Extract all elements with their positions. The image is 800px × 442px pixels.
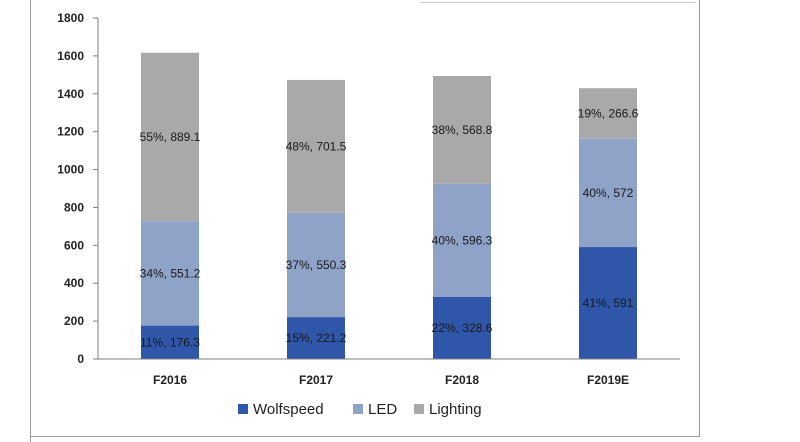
legend-swatch-lighting [414, 404, 424, 414]
data-label-led: 34%, 551.2 [140, 266, 201, 280]
data-label-lighting: 48%, 701.5 [286, 139, 347, 153]
bars-group: 11%, 176.3 34%, 551.2 55%, 889.1 15%, 221.2… [140, 52, 639, 359]
y-tick-label: 200 [64, 314, 84, 328]
data-label-lighting: 55%, 889.1 [140, 130, 201, 144]
y-tick-label: 1400 [57, 87, 84, 101]
data-label-wolfspeed: 22%, 328.6 [432, 321, 493, 335]
legend-label-wolfspeed: Wolfspeed [253, 401, 324, 418]
legend-swatch-wolfspeed [238, 404, 248, 414]
bar-segment-wolfspeed [433, 296, 491, 359]
y-tick-label: 600 [64, 238, 84, 252]
bar-segment-wolfspeed [287, 317, 345, 359]
bar-segment-led [141, 221, 199, 326]
x-category-label: F2016 [153, 373, 187, 387]
x-category-label: F2017 [299, 373, 333, 387]
data-label-led: 40%, 572 [583, 186, 634, 200]
x-axis: F2016 F2017 F2018 F2019E [98, 358, 680, 387]
y-tick-label: 1200 [57, 125, 84, 139]
y-axis: 0 200 400 600 800 1000 1200 1400 1600 1800 [57, 11, 99, 366]
x-category-label: F2019E [587, 373, 629, 387]
data-label-wolfspeed: 15%, 221.2 [286, 331, 347, 345]
legend-label-led: LED [368, 401, 397, 418]
frame-left-border [30, 0, 31, 442]
data-label-led: 37%, 550.3 [286, 258, 347, 272]
legend: Wolfspeed LED Lighting [238, 401, 482, 418]
legend-swatch-led [353, 404, 363, 414]
bar-segment-wolfspeed [141, 325, 199, 359]
legend-label-lighting: Lighting [429, 401, 482, 418]
bar-segment-lighting [579, 88, 637, 139]
y-tick-label: 0 [77, 352, 84, 366]
bar-segment-led [287, 212, 345, 318]
data-label-led: 40%, 596.3 [432, 233, 493, 247]
bar-segment-lighting [433, 76, 491, 184]
bar-segment-wolfspeed [579, 247, 637, 359]
y-tick-label: 1800 [57, 11, 84, 25]
x-category-label: F2018 [445, 373, 479, 387]
data-label-lighting: 19%, 266.6 [578, 106, 639, 120]
bar-segment-led [579, 138, 637, 248]
y-tick-label: 1000 [57, 163, 84, 177]
y-tick-label: 400 [64, 276, 84, 290]
frame-right-border [699, 0, 700, 437]
bar-segment-led [433, 183, 491, 297]
y-tick-label: 1600 [57, 49, 84, 63]
data-label-wolfspeed: 41%, 591 [583, 296, 634, 310]
bar-segment-lighting [287, 79, 345, 213]
data-label-lighting: 38%, 568.8 [432, 123, 493, 137]
y-tick-label: 800 [64, 200, 84, 214]
data-label-wolfspeed: 11%, 176.3 [140, 335, 200, 349]
frame-top-line [420, 2, 695, 3]
frame-bottom-border [30, 436, 700, 437]
bar-segment-lighting [141, 52, 199, 222]
